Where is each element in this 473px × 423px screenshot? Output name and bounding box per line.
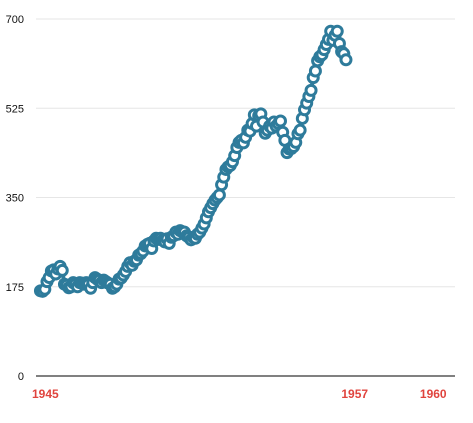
series-markers: [33, 24, 353, 298]
y-axis-tick-labels: 0 175 350 525 700: [6, 14, 24, 383]
gridlines: [36, 18, 455, 288]
data-point: [55, 263, 69, 277]
x-tick-label: 1960: [420, 387, 447, 401]
x-tick-label: 1957: [341, 387, 368, 401]
data-point: [304, 83, 318, 97]
data-point: [274, 114, 287, 128]
y-tick-label: 350: [6, 193, 24, 205]
y-tick-label: 175: [6, 282, 24, 294]
x-axis-tick-labels: 1945 1957 1960: [32, 387, 447, 401]
data-point: [339, 53, 353, 67]
x-tick-label: 1945: [32, 387, 59, 401]
data-point: [212, 188, 226, 202]
data-point: [308, 64, 322, 78]
data-point: [330, 24, 344, 38]
y-tick-label: 525: [6, 103, 24, 115]
y-tick-label: 0: [18, 371, 24, 383]
data-point: [293, 123, 307, 137]
series-line: [39, 29, 348, 294]
y-tick-label: 700: [6, 14, 24, 26]
